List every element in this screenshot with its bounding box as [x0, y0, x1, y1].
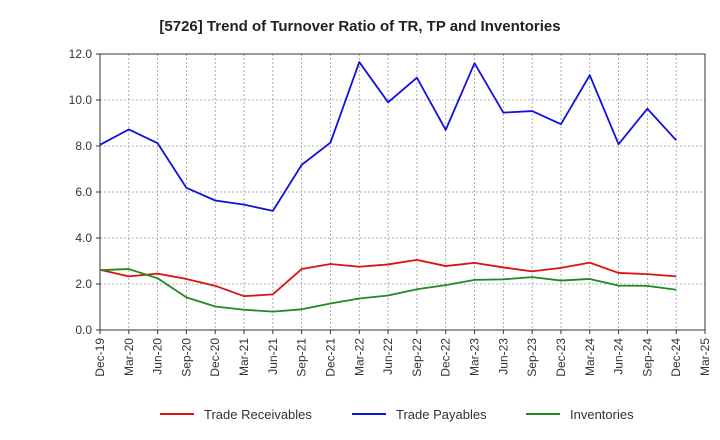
x-tick-label: Sep-24	[640, 338, 654, 377]
y-axis: 0.0 2.0 4.0 6.0 8.0 10.0 12.0	[69, 47, 100, 337]
y-tick-label: 12.0	[69, 47, 93, 61]
y-tick-label: 0.0	[75, 323, 92, 337]
y-tick-label: 10.0	[69, 93, 93, 107]
x-tick-label: Sep-22	[410, 338, 424, 377]
x-tick-label: Jun-21	[266, 338, 280, 375]
x-tick-label: Dec-23	[554, 338, 568, 377]
x-tick-label: Dec-24	[669, 338, 683, 377]
series-line-inventories	[99, 268, 677, 313]
x-tick-label: Sep-20	[179, 338, 193, 377]
x-tick-label: Jun-22	[381, 338, 395, 375]
legend-label-trade-receivables: Trade Receivables	[204, 407, 312, 422]
series-group	[99, 61, 677, 313]
x-tick-label: Mar-22	[352, 338, 366, 376]
x-tick-label: Sep-23	[525, 338, 539, 377]
x-tick-label: Jun-20	[151, 338, 165, 375]
y-tick-label: 8.0	[75, 139, 92, 153]
x-tick-label: Jun-24	[612, 338, 626, 375]
plot-area	[99, 53, 706, 331]
x-tick-label: Dec-22	[439, 338, 453, 377]
series-line-trade-receivables	[99, 258, 677, 298]
x-tick-label: Dec-21	[323, 338, 337, 377]
chart-title: [5726] Trend of Turnover Ratio of TR, TP…	[159, 18, 560, 35]
legend-label-trade-payables: Trade Payables	[396, 407, 487, 422]
y-tick-label: 2.0	[75, 277, 92, 291]
x-axis: Dec-19 Mar-20 Jun-20 Sep-20 Dec-20 Mar-21 Jun-…	[93, 330, 712, 377]
x-tick-label: Mar-25	[698, 338, 712, 376]
x-tick-label: Mar-20	[122, 338, 136, 376]
x-tick-label: Jun-23	[496, 338, 510, 375]
x-tick-label: Mar-23	[468, 338, 482, 376]
x-tick-label: Dec-20	[208, 338, 222, 377]
legend-label-inventories: Inventories	[570, 407, 634, 422]
grid	[100, 54, 705, 330]
legend: Trade Receivables Trade Payables Inventori…	[160, 407, 634, 422]
series-line-trade-payables	[99, 61, 677, 212]
x-tick-label: Sep-21	[295, 338, 309, 377]
x-tick-label: Mar-24	[583, 338, 597, 376]
y-tick-label: 4.0	[75, 231, 92, 245]
y-tick-label: 6.0	[75, 185, 92, 199]
x-tick-label: Dec-19	[93, 338, 107, 377]
x-tick-label: Mar-21	[237, 338, 251, 376]
